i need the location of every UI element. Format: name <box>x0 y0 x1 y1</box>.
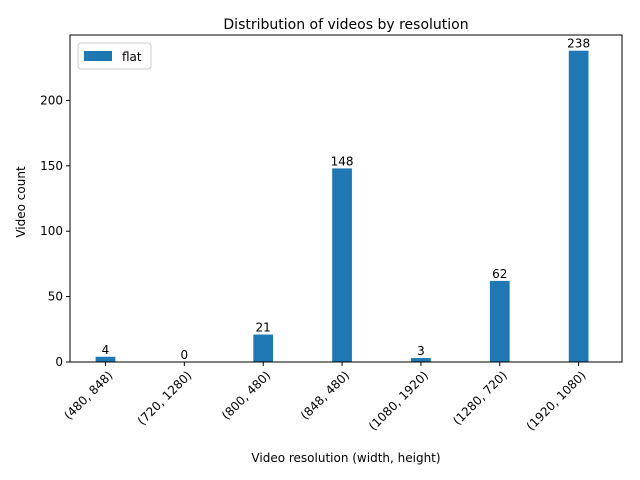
legend-label: flat <box>122 50 142 64</box>
x-tick-label: (1920, 1080) <box>524 368 589 433</box>
x-tick-label: (1080, 1920) <box>366 368 431 433</box>
y-tick-label: 0 <box>55 355 63 369</box>
legend-frame <box>77 42 152 70</box>
bar <box>95 356 116 362</box>
x-tick-label: (848, 480) <box>298 368 352 422</box>
bar-value-label: 62 <box>492 267 507 281</box>
bar-value-label: 0 <box>181 348 189 362</box>
bar-value-label: 4 <box>102 343 110 357</box>
bar <box>332 168 352 362</box>
bar-value-label: 238 <box>567 37 590 51</box>
y-tick-label: 150 <box>40 159 63 173</box>
x-tick-label: (480, 848) <box>61 368 115 422</box>
x-axis-label: Video resolution (width, height) <box>251 451 440 465</box>
bar <box>568 50 589 363</box>
bar <box>253 334 274 362</box>
plot-area: 4 0 21 148 3 62 238 0 50 100 150 200 (480, 848) (720,… <box>40 34 623 433</box>
y-tick-label: 100 <box>40 224 63 238</box>
axes-frame <box>69 34 623 363</box>
bar-value-label: 3 <box>417 344 425 358</box>
legend: flat <box>77 42 152 70</box>
bar-value-label: 21 <box>256 321 271 335</box>
bar-value-label: 148 <box>331 154 354 168</box>
bar <box>411 358 431 362</box>
legend-swatch <box>84 51 112 61</box>
x-tick-label: (1280, 720) <box>450 368 510 428</box>
x-tick-label: (720, 1280) <box>135 368 195 428</box>
y-tick-label: 200 <box>40 93 63 107</box>
y-axis-label: Video count <box>14 166 28 238</box>
x-tick-label: (800, 480) <box>219 368 273 422</box>
chart-title: Distribution of videos by resolution <box>223 17 468 33</box>
y-tick-label: 50 <box>48 290 63 304</box>
bar <box>489 280 510 362</box>
